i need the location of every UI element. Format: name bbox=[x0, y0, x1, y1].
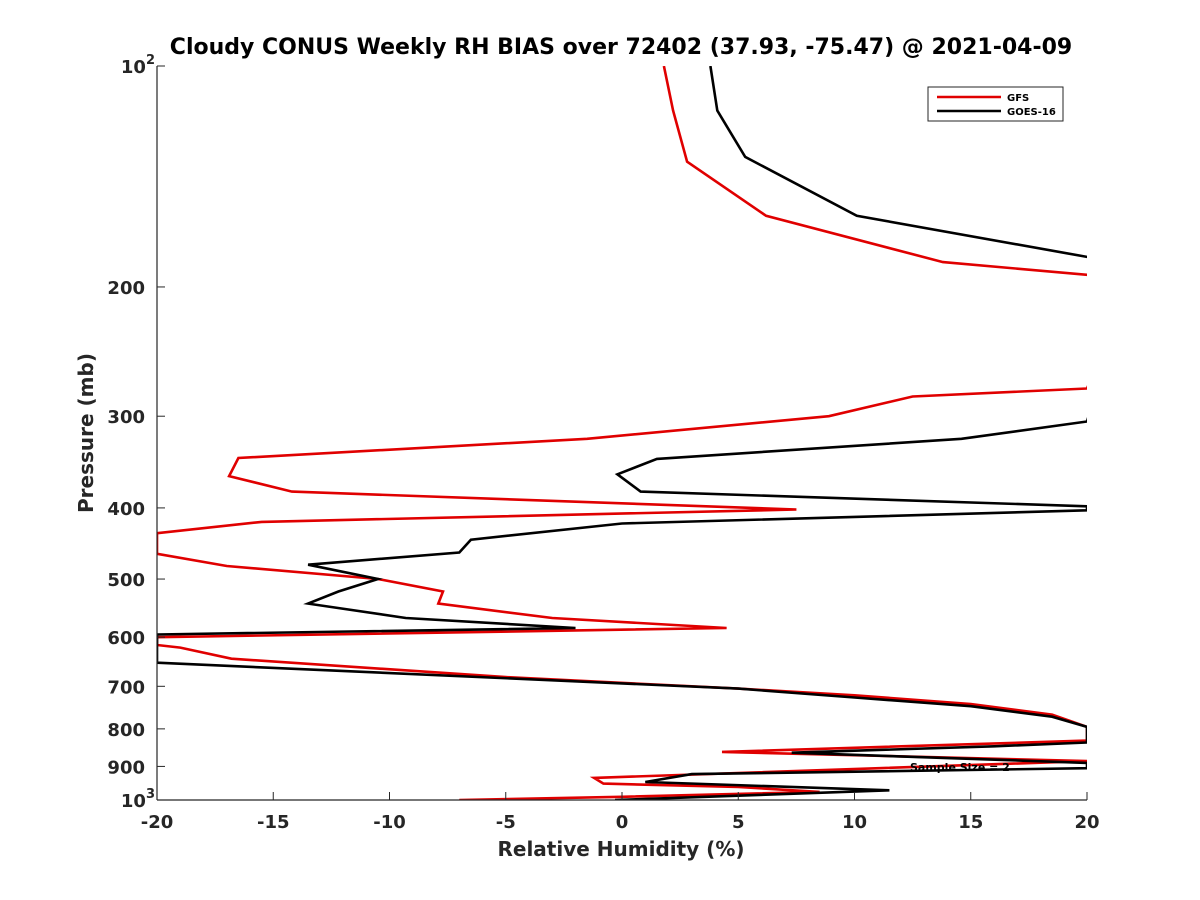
y-tick-label: 400 bbox=[107, 499, 145, 520]
x-tick-label: 10 bbox=[842, 812, 867, 833]
x-tick-label: 0 bbox=[616, 812, 629, 833]
x-tick-label: 20 bbox=[1074, 812, 1099, 833]
x-tick-label: -10 bbox=[373, 812, 406, 833]
y-tick-label: 200 bbox=[107, 278, 145, 299]
sample-size-annotation: Sample Size = 2 bbox=[910, 761, 1010, 774]
x-tick-label: -5 bbox=[496, 812, 516, 833]
x-tick-label: 15 bbox=[958, 812, 983, 833]
y-ticks: 102 200 300 400 500 600 700 800 900 103 bbox=[107, 53, 165, 812]
legend-box bbox=[927, 86, 1064, 122]
x-tick-label: 5 bbox=[732, 812, 745, 833]
series-line-gfs bbox=[157, 66, 1087, 800]
x-tick-label: -15 bbox=[257, 812, 290, 833]
y-tick-label: 103 bbox=[121, 787, 155, 812]
series-line-goes16 bbox=[157, 66, 1087, 800]
y-tick-label: 800 bbox=[107, 720, 145, 741]
x-ticks: -20 -15 -10 -5 0 5 10 15 20 bbox=[141, 792, 1100, 833]
y-tick-label: 300 bbox=[107, 407, 145, 428]
legend: GFS GOES-16 bbox=[927, 86, 1064, 122]
legend-label-goes16: GOES-16 bbox=[1007, 107, 1056, 118]
x-tick-label: -20 bbox=[141, 812, 174, 833]
y-tick-label: 500 bbox=[107, 570, 145, 591]
y-tick-label: 700 bbox=[107, 677, 145, 698]
y-tick-label: 900 bbox=[107, 757, 145, 778]
y-tick-label: 102 bbox=[121, 53, 155, 78]
series-layer bbox=[157, 66, 1087, 800]
legend-label-gfs: GFS bbox=[1007, 93, 1029, 104]
y-tick-label: 600 bbox=[107, 628, 145, 649]
y-axis-label: Pressure (mb) bbox=[74, 353, 98, 513]
x-axis-label: Relative Humidity (%) bbox=[497, 837, 744, 861]
chart-title: Cloudy CONUS Weekly RH BIAS over 72402 (… bbox=[170, 35, 1072, 60]
